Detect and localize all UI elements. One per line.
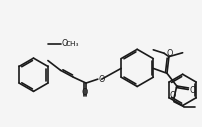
Text: O: O [166, 49, 172, 58]
Text: CH₃: CH₃ [66, 41, 80, 47]
Text: O: O [61, 39, 67, 48]
Text: O: O [98, 75, 105, 84]
Text: O: O [170, 91, 176, 100]
Text: O: O [189, 86, 196, 95]
Text: O: O [82, 88, 88, 97]
